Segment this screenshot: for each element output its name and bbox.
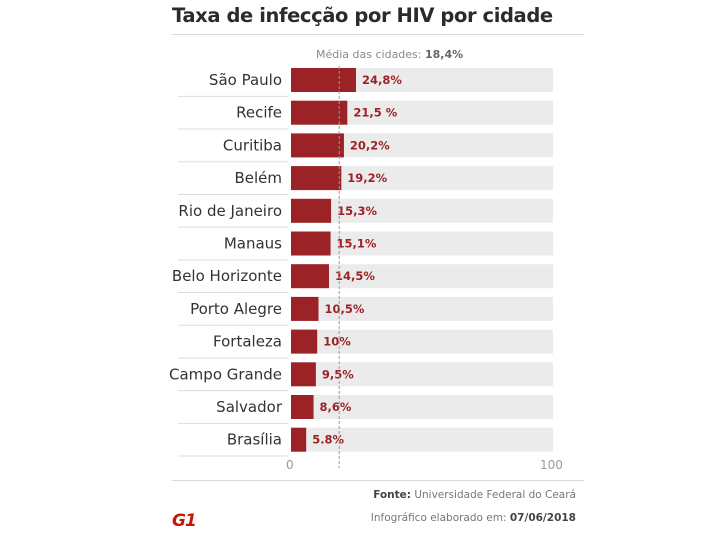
- category-label: Brasília: [227, 431, 282, 449]
- category-label: Porto Alegre: [190, 300, 282, 318]
- value-label: 21,5 %: [353, 106, 397, 120]
- value-label: 20,2%: [350, 138, 390, 152]
- bar-row: Manaus 15,1%: [178, 231, 553, 261]
- bar-row: Salvador 8,6%: [178, 395, 553, 424]
- bar-row: Rio de Janeiro 15,3%: [178, 198, 553, 228]
- bar: [291, 133, 344, 158]
- value-label: 15,3%: [337, 204, 377, 218]
- category-label: Belo Horizonte: [172, 267, 282, 285]
- bar: [291, 231, 331, 256]
- source-note: Fonte: Universidade Federal do Ceará: [373, 489, 576, 501]
- bar-row: São Paulo 24,8%: [178, 68, 553, 97]
- value-label: 15,1%: [337, 237, 377, 251]
- bar: [291, 100, 348, 125]
- average-label-text: Média das cidades:: [316, 48, 422, 61]
- category-label: Fortaleza: [213, 333, 282, 351]
- bar: [291, 264, 329, 289]
- value-label: 9,5%: [322, 367, 354, 381]
- value-label: 10,5%: [325, 302, 365, 316]
- bar: [291, 362, 316, 387]
- category-label: Campo Grande: [169, 365, 282, 383]
- average-label-value: 18,4%: [425, 48, 463, 61]
- source-label: Fonte:: [373, 489, 411, 501]
- bar-row: Fortaleza 10%: [178, 329, 553, 359]
- bar-track: [291, 296, 553, 321]
- average-label: Média das cidades: 18,4%: [316, 48, 463, 61]
- bar: [291, 166, 342, 191]
- bar-row: Curitiba 20,2%: [178, 133, 553, 163]
- category-label: Belém: [234, 169, 282, 187]
- value-label: 10%: [323, 335, 351, 349]
- bar-row: Porto Alegre 10,5%: [178, 296, 553, 326]
- bar-track: [291, 198, 553, 223]
- bar-chart: Média das cidades: 18,4% São Paulo 24,8% R…: [169, 48, 553, 468]
- category-label: Salvador: [216, 398, 283, 416]
- value-label: 8,6%: [320, 400, 352, 414]
- bar-row: Recife 21,5 %: [178, 100, 553, 130]
- title-divider: [172, 34, 584, 35]
- source-value: Universidade Federal do Ceará: [414, 489, 576, 501]
- x-tick-max: 100: [540, 458, 563, 472]
- value-label: 14,5%: [335, 269, 375, 283]
- value-label: 24,8%: [362, 73, 402, 87]
- bar: [291, 198, 332, 223]
- category-label: Rio de Janeiro: [178, 202, 282, 220]
- category-label: Manaus: [224, 235, 282, 253]
- x-tick-min: 0: [286, 458, 294, 472]
- bar-track: [291, 329, 553, 354]
- bar-row: Brasília 5.8%: [178, 427, 553, 457]
- bar-track: [291, 362, 553, 387]
- date-note: Infográfico elaborado em: 07/06/2018: [371, 512, 576, 524]
- chart-title: Taxa de infecção por HIV por cidade: [172, 4, 553, 27]
- bar-row: Belém 19,2%: [178, 166, 553, 195]
- g1-logo: G1: [172, 511, 197, 531]
- bar: [291, 427, 307, 452]
- category-label: Recife: [236, 104, 282, 122]
- value-label: 5.8%: [312, 433, 344, 447]
- bar-row: Campo Grande 9,5%: [169, 362, 553, 392]
- date-label: Infográfico elaborado em:: [370, 512, 507, 524]
- bar-track: [291, 231, 553, 256]
- bar: [291, 68, 356, 92]
- bar: [291, 329, 318, 354]
- value-label: 19,2%: [347, 171, 387, 185]
- bar-track: [291, 395, 553, 419]
- category-label: São Paulo: [209, 71, 282, 89]
- footer-divider: [172, 480, 584, 481]
- bar: [291, 395, 314, 419]
- date-value: 07/06/2018: [509, 512, 576, 524]
- bar: [291, 296, 319, 321]
- bar-track: [291, 427, 553, 452]
- category-label: Curitiba: [223, 136, 282, 154]
- bar-track: [291, 264, 553, 289]
- bar-row: Belo Horizonte 14,5%: [172, 264, 553, 294]
